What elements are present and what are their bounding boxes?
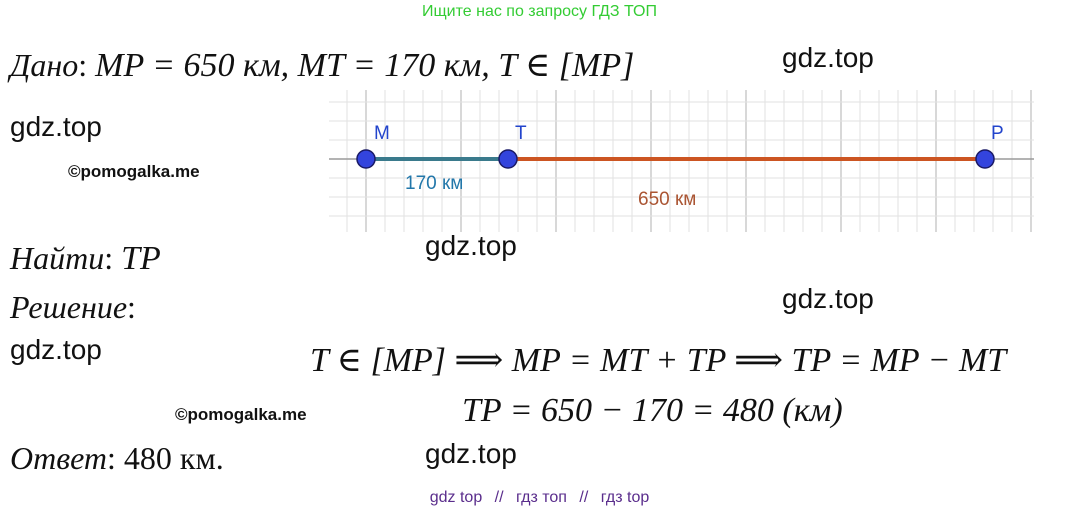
- find-value: TP: [121, 240, 161, 277]
- segment-mp-label: 650 км: [638, 189, 696, 210]
- solution-line-2: TP = 650 − 170 = 480 (км): [462, 392, 843, 429]
- footer-separator: //: [494, 489, 504, 506]
- footer-separator: //: [579, 489, 589, 506]
- solution-line-1: T ∈ [MP] ⟹ MP = MT + TP ⟹ TP = MP − MT: [310, 342, 1007, 379]
- solution-row: Решение:: [10, 289, 136, 325]
- watermark-pomogalka: ©pomogalka.me: [68, 162, 200, 181]
- given-label: Дано: [10, 47, 79, 83]
- footer-link[interactable]: gdz top: [429, 489, 483, 506]
- answer-label: Ответ: [10, 440, 107, 476]
- given-row: Дано: MP = 650 км, MT = 170 км, T ∈ [MP]: [10, 47, 635, 84]
- point-m: [356, 149, 376, 169]
- point-label-m: M: [374, 123, 390, 144]
- solution-label: Решение: [10, 289, 128, 325]
- answer-value: 480 км.: [123, 440, 224, 476]
- segment-mt-label: 170 км: [405, 173, 463, 194]
- point-label-p: P: [991, 123, 1004, 144]
- answer-row: Ответ: 480 км.: [10, 440, 224, 476]
- watermark-pomogalka: ©pomogalka.me: [175, 405, 307, 424]
- footer-links: gdz top // гдз топ // гдз top: [0, 489, 1079, 507]
- watermark-gdz: gdz.top: [10, 334, 102, 365]
- point-t: [498, 149, 518, 169]
- segment-diagram: M T P 170 км 650 км: [329, 90, 1034, 232]
- watermark-gdz: gdz.top: [425, 438, 517, 469]
- watermark-gdz: gdz.top: [782, 283, 874, 314]
- footer-link[interactable]: гдз топ: [516, 489, 567, 506]
- header-search-note: Ищите нас по запросу ГДЗ ТОП: [422, 3, 657, 20]
- find-label: Найти: [10, 240, 105, 276]
- find-row: Найти: TP: [10, 240, 161, 277]
- watermark-gdz: gdz.top: [425, 230, 517, 261]
- watermark-gdz: gdz.top: [782, 42, 874, 73]
- point-p: [975, 149, 995, 169]
- footer-link[interactable]: гдз top: [600, 489, 650, 506]
- watermark-gdz: gdz.top: [10, 111, 102, 142]
- point-label-t: T: [515, 123, 527, 144]
- given-condition: MP = 650 км, MT = 170 км, T ∈ [MP]: [95, 47, 635, 84]
